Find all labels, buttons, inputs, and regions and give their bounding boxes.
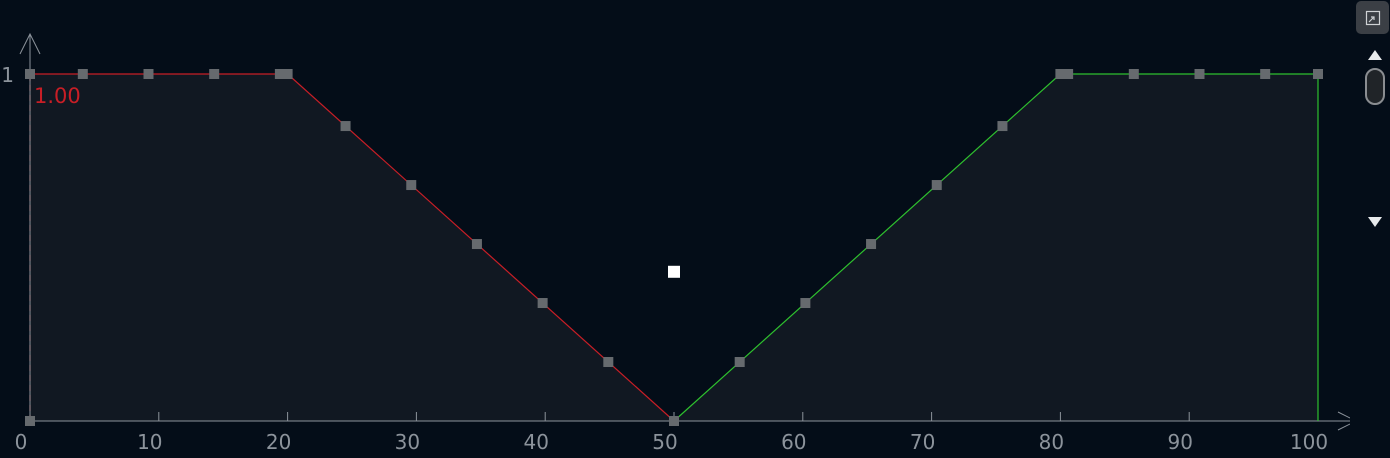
control-point[interactable] (340, 121, 351, 132)
x-tick-label: 60 (781, 430, 806, 454)
control-point[interactable] (603, 357, 614, 368)
x-tick-label: 10 (137, 430, 162, 454)
control-point[interactable] (1063, 69, 1074, 79)
control-point[interactable] (1313, 69, 1323, 79)
control-point[interactable] (209, 69, 220, 79)
x-tick-label: 70 (910, 430, 935, 454)
expand-icon (1365, 10, 1380, 25)
area-fill-1 (30, 74, 674, 421)
markers-layer[interactable] (25, 69, 1323, 426)
control-point[interactable] (143, 69, 154, 79)
x-axis-arrow (1337, 411, 1350, 431)
control-point[interactable] (800, 298, 811, 309)
area-fill-2 (674, 74, 1318, 421)
control-point[interactable] (1055, 69, 1066, 79)
x-tick-label: 50 (652, 430, 677, 454)
axes: 0 10 20 30 40 50 60 70 80 90 100 1 (1, 32, 1350, 454)
control-point[interactable] (1194, 69, 1205, 79)
triangle-up-icon[interactable] (1367, 49, 1383, 61)
control-point[interactable] (274, 69, 285, 79)
control-point[interactable] (77, 69, 88, 79)
expand-button[interactable] (1356, 1, 1389, 34)
control-point[interactable] (997, 121, 1008, 132)
control-point[interactable] (669, 416, 679, 426)
x-tick-label: 0 (15, 430, 28, 454)
scrollbar-thumb[interactable] (1365, 68, 1385, 105)
y-axis-arrow (19, 32, 41, 55)
control-point[interactable] (25, 69, 35, 79)
x-tick-label: 40 (523, 430, 548, 454)
membership-chart[interactable]: 0 10 20 30 40 50 60 70 80 90 100 1 1.00 (0, 0, 1350, 458)
control-point[interactable] (25, 416, 35, 426)
control-point[interactable] (537, 298, 548, 309)
control-point[interactable] (866, 239, 877, 250)
control-point[interactable] (931, 180, 942, 191)
value-annotation: 1.00 (34, 84, 81, 108)
y-tick-label: 1 (1, 63, 14, 87)
x-tick-label: 30 (395, 430, 420, 454)
x-tick-label: 90 (1167, 430, 1192, 454)
area-fill-layer (29, 74, 1318, 421)
control-point[interactable] (471, 239, 482, 250)
x-tick-label: 80 (1039, 430, 1064, 454)
side-panel (1353, 0, 1390, 458)
control-point[interactable] (734, 357, 745, 368)
x-tick-label: 100 (1290, 430, 1328, 454)
control-point[interactable] (282, 69, 293, 79)
triangle-down-icon[interactable] (1367, 216, 1383, 228)
control-point[interactable] (406, 180, 417, 191)
x-tick-label: 20 (266, 430, 291, 454)
selected-point[interactable] (668, 265, 680, 278)
control-point[interactable] (1128, 69, 1139, 79)
control-point[interactable] (1260, 69, 1271, 79)
